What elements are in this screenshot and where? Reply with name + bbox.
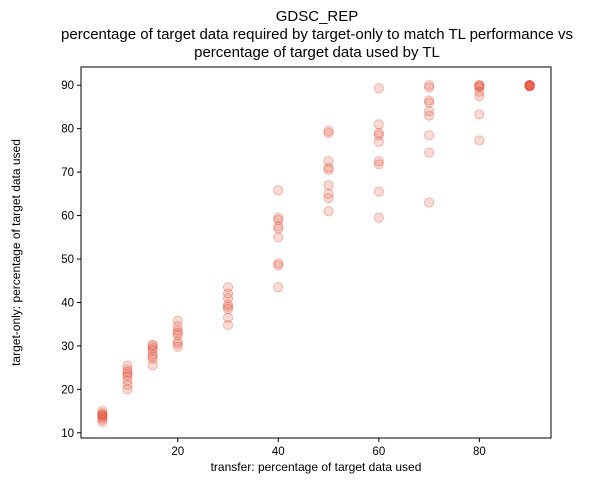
data-point-39 (223, 283, 232, 292)
y-tick-label-0: 10 (61, 428, 74, 440)
data-point-91 (525, 81, 534, 90)
data-point-61 (374, 157, 383, 166)
y-tick-label-7: 80 (61, 124, 74, 136)
x-axis-label: transfer: percentage of target data used (211, 460, 422, 474)
y-axis-ticks: 10 20 30 40 50 60 70 80 90 (61, 80, 81, 440)
y-tick-label-8: 90 (61, 80, 74, 92)
plot-area-frame (81, 67, 551, 438)
data-point-23 (148, 340, 157, 349)
data-point-58 (374, 213, 383, 222)
data-point-59 (374, 187, 383, 196)
x-tick-label-3: 80 (473, 446, 486, 458)
data-point-42 (274, 259, 283, 268)
x-tick-label-0: 20 (171, 446, 184, 458)
chart-title-line-1: GDSC_REP (276, 8, 359, 25)
y-tick-label-6: 70 (61, 167, 74, 179)
data-point-66 (374, 84, 383, 93)
data-point-73 (425, 96, 434, 105)
data-point-48 (274, 186, 283, 195)
x-tick-label-1: 40 (272, 446, 285, 458)
chart-title-line-2: percentage of target data required by ta… (61, 26, 573, 43)
data-point-33 (223, 313, 232, 322)
y-tick-label-3: 40 (61, 297, 74, 309)
data-point-43 (274, 233, 283, 242)
x-axis-ticks: 20 40 60 80 (171, 438, 485, 458)
data-point-47 (274, 213, 283, 222)
data-point-49 (324, 207, 333, 216)
data-point-7 (98, 410, 107, 419)
data-point-15 (123, 361, 132, 370)
data-point-83 (475, 81, 484, 90)
y-axis-label: target-only: percentage of target data u… (9, 139, 23, 366)
y-tick-label-1: 20 (61, 384, 74, 396)
y-tick-label-4: 50 (61, 254, 74, 266)
data-point-51 (324, 189, 333, 198)
data-point-77 (475, 110, 484, 119)
data-point-40 (274, 283, 283, 292)
data-point-31 (173, 316, 182, 325)
data-point-52 (324, 181, 333, 190)
y-tick-label-2: 30 (61, 341, 74, 353)
data-points (98, 81, 534, 427)
chart-title-line-3: percentage of target data used by TL (194, 44, 440, 61)
data-point-71 (425, 107, 434, 116)
data-point-76 (475, 136, 484, 145)
data-point-57 (324, 126, 333, 135)
data-point-75 (425, 81, 434, 90)
data-point-67 (425, 198, 434, 207)
data-point-64 (374, 128, 383, 137)
data-point-55 (324, 157, 333, 166)
x-tick-label-2: 60 (372, 446, 385, 458)
y-tick-label-5: 60 (61, 211, 74, 223)
data-point-68 (425, 148, 434, 157)
data-point-69 (425, 131, 434, 140)
data-point-65 (374, 120, 383, 129)
